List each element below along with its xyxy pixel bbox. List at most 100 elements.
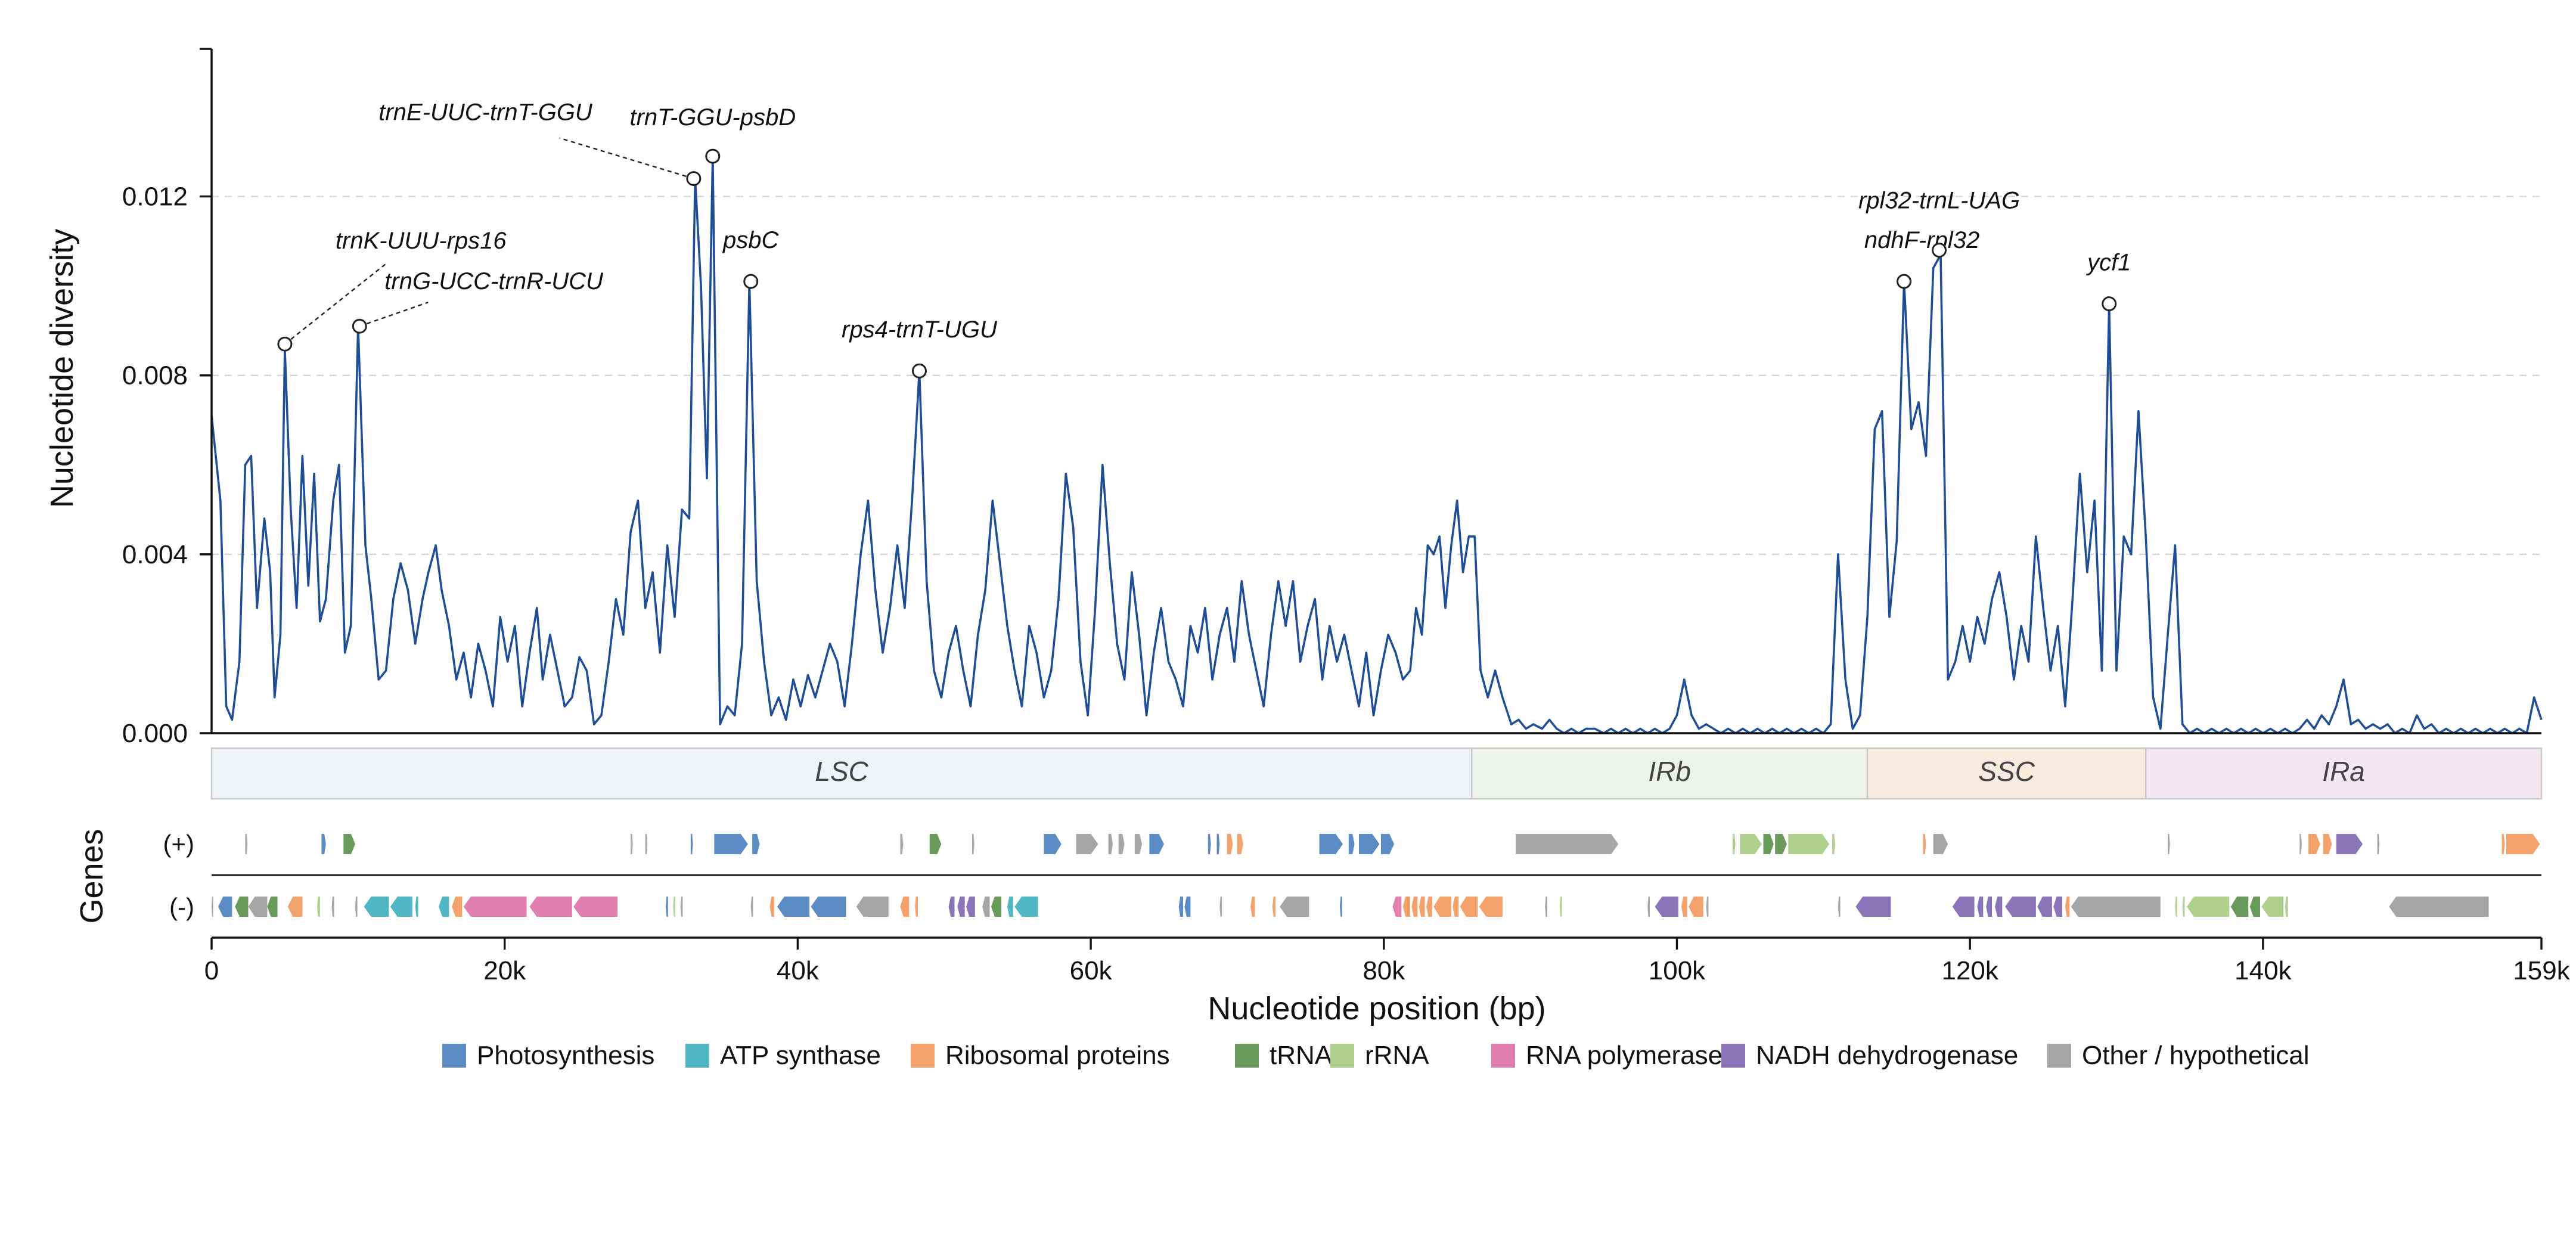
genes-axis-title: Genes (74, 829, 110, 923)
legend-swatch-3 (1235, 1044, 1259, 1068)
gene-minus-54 (1681, 897, 1687, 917)
gene-plus-31 (1832, 834, 1835, 854)
legend-label-0: Photosynthesis (477, 1041, 654, 1070)
genome-regions: LSC IRb SSC IRa (210, 747, 2543, 800)
region-label-irb: IRb (1648, 756, 1691, 787)
peak-marker-4 (743, 274, 759, 289)
legend-label-3: tRNA (1270, 1041, 1333, 1070)
gene-minus-24 (856, 897, 889, 917)
gene-minus-33 (1014, 897, 1038, 917)
gene-minus-55 (1689, 897, 1703, 917)
y-tick-label-3: 0.012 (122, 182, 188, 212)
peak-annotations: trnK-UUU-rps16 trnG-UCC-trnR-UCU trnE-UUC-… (277, 100, 2131, 379)
region-irb (1471, 747, 1869, 800)
gene-plus-22 (1348, 834, 1355, 854)
gene-minus-32 (1007, 897, 1013, 917)
gene-minus-0 (212, 897, 213, 917)
peak-label-5: rps4-trnT-UGU (842, 317, 998, 343)
gene-plus-3 (631, 834, 633, 854)
x-tick-label-5: 100k (1649, 956, 1706, 985)
legend-swatch-6 (1721, 1044, 1745, 1068)
gene-minus-42 (1402, 897, 1410, 917)
gene-minus-7 (331, 897, 334, 917)
gene-plus-37 (2323, 834, 2332, 854)
gene-plus-17 (1208, 834, 1211, 854)
gene-minus-10 (390, 897, 412, 917)
gene-minus-63 (2005, 897, 2036, 917)
gene-minus-41 (1392, 897, 1402, 917)
gene-minus-49 (1479, 897, 1503, 917)
gene-minus-48 (1460, 897, 1478, 917)
gene-minus-15 (529, 897, 572, 917)
gene-plus-39 (2377, 834, 2380, 854)
gene-plus-7 (752, 834, 760, 854)
legend-swatch-7 (2047, 1044, 2071, 1068)
gene-minus-40 (1340, 897, 1342, 917)
gene-minus-36 (1219, 897, 1222, 917)
gene-plus-36 (2308, 834, 2320, 854)
peak-label-1: trnG-UCC-trnR-UCU (384, 268, 604, 294)
peak-marker-1 (352, 318, 367, 334)
gene-minus-11 (415, 897, 418, 917)
gene-minus-56 (1706, 897, 1709, 917)
gene-minus-22 (777, 897, 810, 917)
gene-minus-6 (317, 897, 320, 917)
gene-plus-5 (690, 834, 693, 854)
gene-minus-37 (1250, 897, 1255, 917)
gene-minus-20 (750, 897, 753, 917)
gene-plus-14 (1118, 834, 1125, 854)
gene-plus-23 (1359, 834, 1380, 854)
gene-minus-69 (2182, 897, 2185, 917)
region-label-ssc: SSC (1978, 756, 2035, 787)
minus-strand-label: (-) (169, 893, 194, 921)
peak-label-0: trnK-UUU-rps16 (336, 228, 507, 254)
gene-minus-70 (2187, 897, 2230, 917)
legend-swatch-0 (442, 1044, 466, 1068)
gene-minus-60 (1977, 897, 1984, 917)
gene-minus-2 (235, 897, 249, 917)
gene-plus-16 (1149, 834, 1164, 854)
gene-minus-64 (2037, 897, 2052, 917)
gene-minus-31 (991, 897, 1002, 917)
gene-minus-51 (1559, 897, 1562, 917)
region-label-lsc: LSC (815, 756, 868, 787)
gene-minus-12 (439, 897, 449, 917)
diversity-line (210, 155, 2543, 734)
gene-plus-0 (245, 834, 248, 854)
x-tick-label-3: 60k (1070, 956, 1113, 985)
gene-minus-74 (2285, 897, 2288, 917)
peak-marker-0 (277, 336, 293, 352)
legend-swatch-4 (1330, 1044, 1354, 1068)
y-gridlines (212, 196, 2541, 556)
gene-minus-73 (2261, 897, 2284, 917)
gene-minus-1 (218, 897, 232, 917)
gene-minus-68 (2175, 897, 2178, 917)
y-axis-title: Nucleotide diversity (44, 229, 80, 508)
gene-minus-71 (2230, 897, 2249, 917)
gene-minus-45 (1426, 897, 1432, 917)
legend-label-2: Ribosomal proteins (945, 1041, 1170, 1070)
x-tick-label-8: 159k (2513, 956, 2570, 985)
gene-minus-9 (364, 897, 389, 917)
peak-label-8: ycf1 (2085, 250, 2131, 276)
gene-minus-8 (355, 897, 358, 917)
gene-plus-18 (1216, 834, 1220, 854)
peak-marker-7 (1932, 243, 1947, 258)
legend-label-1: ATP synthase (720, 1041, 881, 1070)
peak-marker-3 (705, 148, 721, 164)
peak-marker-2 (686, 171, 702, 187)
peak-label-6: ndhF-rpl32 (1864, 227, 1979, 253)
gene-plus-10 (972, 834, 974, 854)
gene-minus-30 (982, 897, 990, 917)
gene-plus-15 (1134, 834, 1143, 854)
legend-label-5: RNA polymerase (1526, 1041, 1722, 1070)
peak-leader-0 (284, 263, 387, 345)
x-tick-label-1: 20k (483, 956, 526, 985)
gene-minus-19 (680, 897, 683, 917)
gene-plus-25 (1516, 834, 1619, 854)
legend-swatch-5 (1491, 1044, 1515, 1068)
peak-label-2: trnE-UUC-trnT-GGU (378, 100, 593, 126)
gene-minus-50 (1545, 897, 1547, 917)
peak-leader-1 (359, 302, 429, 327)
